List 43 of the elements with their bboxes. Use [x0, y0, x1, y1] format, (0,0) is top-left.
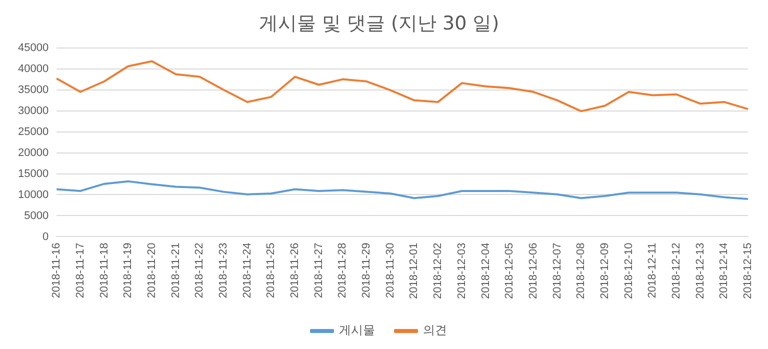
x-tick-label: 2018-11-17 [74, 242, 86, 298]
x-tick-label: 2018-11-22 [194, 242, 206, 298]
x-tick-label: 2018-12-11 [646, 242, 659, 298]
x-tick-label: 2018-11-29 [360, 242, 373, 298]
y-tick-label: 45000 [18, 42, 49, 54]
x-tick-label: 2018-12-02 [432, 242, 444, 300]
y-tick-label: 0 [42, 230, 49, 243]
y-tick-label: 20000 [18, 146, 49, 159]
y-tick-label: 30000 [18, 104, 49, 117]
x-tick-label: 2018-12-12 [670, 242, 683, 300]
x-tick-label: 2018-12-10 [622, 242, 635, 300]
y-tick-label: 5000 [24, 210, 49, 222]
x-tick-label: 2018-12-07 [551, 242, 564, 300]
y-tick-label: 25000 [18, 126, 49, 138]
x-tick-label: 2018-12-04 [480, 242, 492, 300]
x-tick-label: 2018-12-15 [742, 242, 754, 300]
x-tick-label: 2018-11-25 [265, 242, 278, 298]
y-tick-label: 35000 [18, 84, 49, 96]
x-tick-label: 2018-12-01 [408, 242, 420, 300]
y-tick-label: 10000 [18, 188, 49, 201]
y-tick-label: 15000 [18, 168, 49, 180]
x-tick-label: 2018-11-19 [122, 242, 134, 298]
legend-label: 게시물 [339, 323, 375, 338]
x-tick-label: 2018-12-13 [694, 242, 706, 300]
x-tick-label: 2018-12-09 [598, 242, 611, 300]
x-tick-label: 2018-11-16 [50, 242, 63, 298]
legend-label: 의견 [423, 323, 447, 338]
chart-title: 게시물 및 댓글 (지난 30 일) [258, 12, 500, 34]
x-tick-label: 2018-12-08 [575, 242, 588, 300]
x-tick-label: 2018-11-21 [170, 242, 182, 298]
x-tick-label: 2018-12-06 [527, 242, 540, 300]
y-tick-label: 40000 [18, 62, 49, 75]
x-tick-label: 2018-11-23 [218, 242, 230, 298]
x-tick-label: 2018-12-03 [456, 242, 468, 300]
x-tick-label: 2018-11-30 [384, 242, 396, 298]
x-tick-label: 2018-11-18 [98, 242, 110, 298]
x-tick-label: 2018-11-27 [312, 242, 325, 298]
x-tick-label: 2018-11-20 [146, 242, 158, 298]
x-tick-label: 2018-11-26 [289, 242, 302, 298]
x-tick-label: 2018-12-05 [504, 242, 516, 300]
x-tick-label: 2018-12-14 [718, 242, 730, 300]
x-tick-label: 2018-11-28 [336, 242, 349, 298]
x-tick-label: 2018-11-24 [241, 242, 254, 298]
